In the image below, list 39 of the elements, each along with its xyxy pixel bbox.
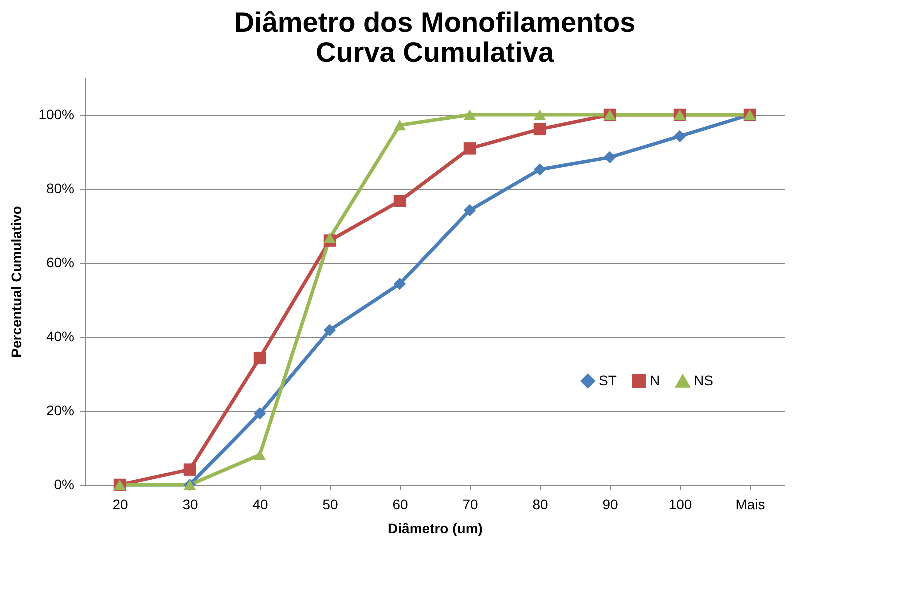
point	[394, 278, 406, 290]
point	[324, 324, 336, 336]
y-tick-label: 40%	[46, 328, 74, 344]
point	[254, 352, 266, 364]
x-tick-label: 70	[462, 496, 478, 512]
chart-title: Diâmetro dos Monofilamentos Curva Cumulativa	[234, 7, 636, 68]
y-tick-label: 20%	[46, 402, 74, 418]
x-axis-title: Diâmetro (um)	[388, 520, 483, 536]
point	[464, 204, 476, 217]
point	[394, 195, 406, 208]
point	[464, 142, 476, 155]
x-tick-label: 40	[252, 496, 268, 512]
y-tick-label: 100%	[38, 106, 74, 122]
x-tick-label: Mais	[736, 496, 766, 512]
x-tick-label: 60	[392, 496, 408, 512]
legend-label: N	[650, 372, 660, 388]
y-tick-label: 80%	[46, 180, 74, 196]
point	[534, 123, 546, 136]
x-tick-label: 50	[322, 496, 338, 512]
x-tick-label: 90	[602, 496, 618, 512]
x-tick-label: 80	[532, 496, 548, 512]
point	[394, 120, 406, 131]
point	[254, 407, 266, 420]
x-tick-label: 30	[182, 496, 198, 512]
point	[674, 130, 686, 143]
y-tick-label: 0%	[54, 476, 74, 492]
legend-label: ST	[599, 372, 618, 388]
point	[324, 232, 336, 244]
point	[534, 164, 546, 176]
point	[184, 464, 196, 476]
y-axis-title: Percentual Cumulativo	[8, 206, 25, 358]
point	[254, 450, 266, 460]
legend-label: NS	[694, 372, 714, 389]
point	[604, 151, 616, 164]
x-tick-label: 20	[112, 496, 128, 512]
x-tick-label: 100	[668, 496, 692, 512]
y-tick-label: 60%	[46, 254, 74, 270]
point	[464, 110, 476, 120]
point	[534, 110, 546, 120]
